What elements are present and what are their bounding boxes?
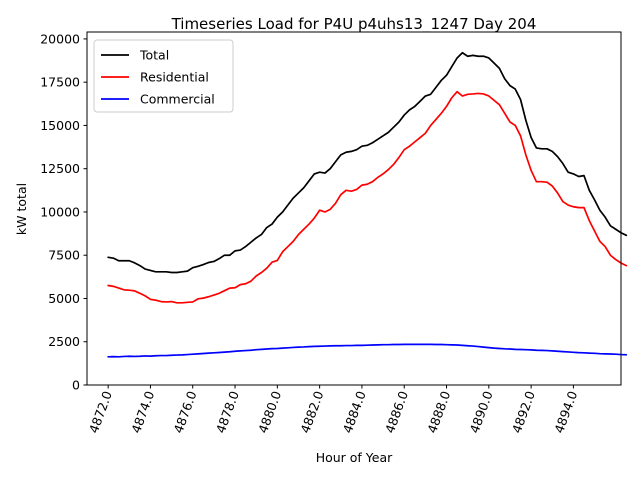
y-tick-label: 15000	[40, 118, 80, 133]
y-tick-label: 20000	[40, 31, 80, 46]
y-tick-label: 5000	[48, 291, 80, 306]
x-axis-label: Hour of Year	[316, 450, 393, 465]
legend: Total Residential Commercial	[93, 39, 234, 113]
legend-label-commercial: Commercial	[140, 92, 215, 107]
y-tick-label: 17500	[40, 75, 80, 90]
y-tick-label: 10000	[40, 204, 80, 219]
y-axis-label: kW total	[14, 183, 29, 235]
y-tick-label: 7500	[48, 248, 80, 263]
legend-label-total: Total	[139, 48, 169, 63]
y-tick-label: 12500	[40, 161, 80, 176]
series-line-total	[107, 51, 628, 274]
plot-area-frame	[86, 31, 622, 386]
legend-label-residential: Residential	[140, 70, 209, 85]
y-tick-label: 2500	[48, 334, 80, 349]
series-line-residential	[107, 90, 628, 304]
y-tick-label: 0	[72, 378, 80, 393]
legend-box	[93, 39, 234, 113]
chart-title: Timeseries Load for P4U p4uhs13_1247 Day…	[171, 15, 537, 34]
series-line-commercial	[107, 343, 628, 358]
